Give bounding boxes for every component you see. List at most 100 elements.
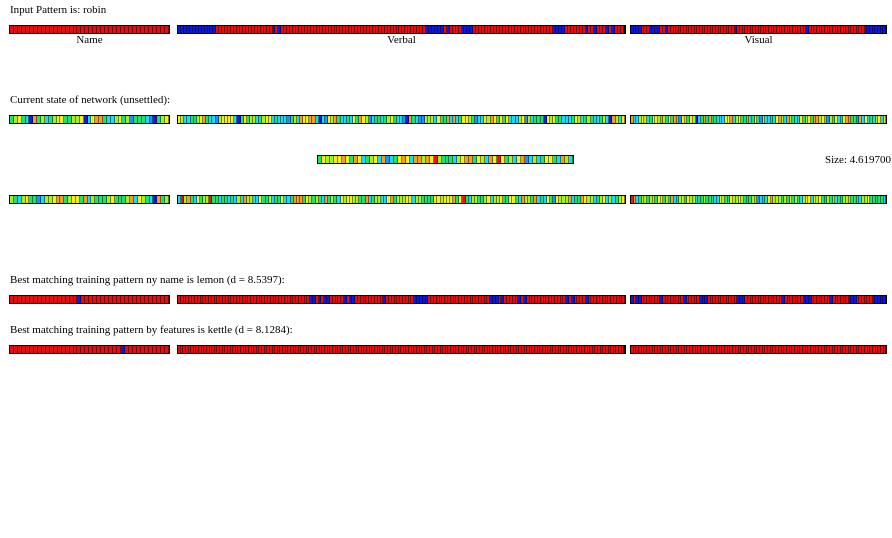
unit-cell bbox=[498, 296, 502, 303]
unit-cell bbox=[262, 346, 265, 353]
unit-cell bbox=[662, 296, 666, 303]
unit-cell bbox=[394, 296, 398, 303]
unit-cell bbox=[414, 296, 418, 303]
unit-cell bbox=[400, 296, 403, 303]
unit-cell bbox=[695, 346, 699, 353]
unit-cell bbox=[827, 346, 830, 353]
unit-cell bbox=[382, 346, 386, 353]
unit-cell bbox=[603, 346, 606, 353]
unit-cell bbox=[870, 26, 873, 33]
unit-cell bbox=[353, 116, 357, 123]
unit-cell bbox=[848, 296, 852, 303]
unit-cell bbox=[188, 346, 192, 353]
unit-cell bbox=[440, 196, 444, 203]
unit-cell bbox=[514, 26, 518, 33]
unit-cell bbox=[315, 116, 319, 123]
unit-cell bbox=[779, 26, 783, 33]
unit-cell bbox=[403, 296, 406, 303]
unit-cell bbox=[361, 156, 366, 163]
unit-cell bbox=[57, 296, 62, 303]
unit-cell bbox=[578, 196, 582, 203]
unit-cell bbox=[434, 116, 438, 123]
unit-cell bbox=[267, 346, 270, 353]
unit-cell bbox=[83, 116, 88, 123]
unit-cell bbox=[717, 346, 720, 353]
unit-cell bbox=[64, 196, 69, 203]
unit-cell bbox=[319, 346, 323, 353]
unit-cell bbox=[700, 26, 703, 33]
unit-cell bbox=[708, 296, 711, 303]
unit-cell bbox=[534, 196, 538, 203]
unit-cell bbox=[777, 296, 780, 303]
unit-cell bbox=[418, 196, 422, 203]
unit-cell bbox=[409, 346, 412, 353]
unit-cell bbox=[372, 296, 375, 303]
unit-cell bbox=[203, 296, 207, 303]
unit-cell bbox=[771, 26, 775, 33]
unit-cell bbox=[550, 346, 554, 353]
unit-cell bbox=[794, 196, 798, 203]
unit-cell bbox=[805, 346, 809, 353]
unit-cell bbox=[800, 346, 803, 353]
unit-cell bbox=[149, 116, 154, 123]
unit-cell bbox=[569, 346, 572, 353]
unit-cell bbox=[500, 346, 504, 353]
unit-cell bbox=[405, 26, 409, 33]
unit-cell bbox=[862, 296, 865, 303]
unit-cell bbox=[612, 26, 616, 33]
unit-cell bbox=[363, 296, 367, 303]
unit-cell bbox=[490, 196, 494, 203]
unit-cell bbox=[330, 346, 333, 353]
unit-cell bbox=[114, 196, 119, 203]
unit-cell bbox=[268, 196, 272, 203]
unit-cell bbox=[883, 26, 886, 33]
unit-cell bbox=[880, 196, 884, 203]
unit-cell bbox=[808, 26, 812, 33]
unit-cell bbox=[60, 116, 65, 123]
unit-cell bbox=[596, 196, 600, 203]
unit-cell bbox=[201, 346, 205, 353]
unit-cell bbox=[713, 296, 716, 303]
unit-cell bbox=[33, 296, 38, 303]
unit-cell bbox=[279, 296, 283, 303]
unit-cell bbox=[178, 116, 182, 123]
unit-cell bbox=[663, 116, 666, 123]
unit-cell bbox=[501, 296, 505, 303]
unit-cell bbox=[478, 296, 482, 303]
unit-cell bbox=[541, 26, 545, 33]
unit-cell bbox=[760, 196, 763, 203]
unit-cell bbox=[73, 296, 78, 303]
unit-cell bbox=[462, 196, 466, 203]
unit-cell bbox=[114, 116, 119, 123]
unit-cell bbox=[225, 26, 229, 33]
unit-cell bbox=[491, 26, 494, 33]
unit-cell bbox=[456, 196, 460, 203]
unit-cell bbox=[302, 26, 305, 33]
unit-cell bbox=[840, 196, 844, 203]
unit-cell bbox=[600, 26, 604, 33]
unit-cell bbox=[377, 156, 382, 163]
unit-cell bbox=[558, 26, 562, 33]
unit-cell bbox=[588, 26, 592, 33]
unit-cell bbox=[110, 196, 115, 203]
unit-cell bbox=[148, 26, 153, 33]
unit-cell bbox=[537, 116, 541, 123]
unit-cell bbox=[343, 26, 347, 33]
unit-cell bbox=[399, 116, 403, 123]
unit-cell bbox=[821, 116, 825, 123]
unit-cell bbox=[411, 26, 415, 33]
unit-cell bbox=[750, 26, 754, 33]
unit-cell bbox=[157, 196, 162, 203]
unit-cell bbox=[310, 296, 313, 303]
unit-cell bbox=[521, 116, 525, 123]
unit-cell bbox=[556, 196, 560, 203]
unit-cell bbox=[472, 346, 475, 353]
unit-cell bbox=[803, 116, 806, 123]
unit-cell bbox=[474, 116, 478, 123]
unit-cell bbox=[337, 156, 342, 163]
unit-cell bbox=[754, 116, 758, 123]
unit-cell bbox=[787, 26, 791, 33]
unit-cell bbox=[218, 116, 222, 123]
unit-cell bbox=[615, 26, 619, 33]
unit-cell bbox=[181, 116, 185, 123]
